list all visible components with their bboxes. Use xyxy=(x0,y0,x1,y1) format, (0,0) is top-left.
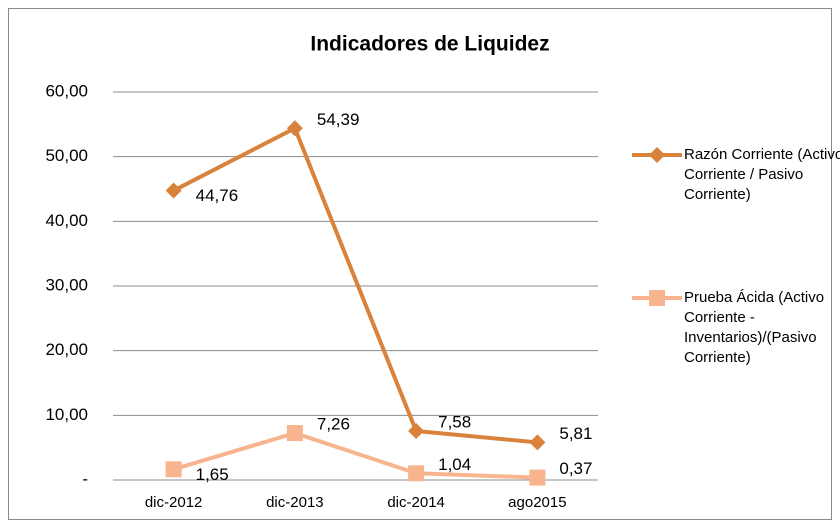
marker xyxy=(649,147,665,163)
series-line xyxy=(173,431,538,480)
data-label: 0,37 xyxy=(559,459,592,478)
chart-border xyxy=(8,8,832,520)
marker xyxy=(286,425,303,442)
y-tick-label: 10,00 xyxy=(45,405,88,424)
data-label: 7,58 xyxy=(438,412,471,431)
series-line xyxy=(172,126,538,445)
marker xyxy=(529,469,546,486)
y-tick-label: 30,00 xyxy=(45,275,88,294)
data-label: 5,81 xyxy=(559,424,592,443)
data-label: 44,76 xyxy=(196,186,239,205)
marker xyxy=(286,120,303,137)
data-label: 54,39 xyxy=(317,110,360,129)
marker xyxy=(408,465,425,482)
x-tick-label: dic-2012 xyxy=(145,494,203,511)
marker xyxy=(165,182,182,199)
marker xyxy=(529,434,546,451)
y-tick-label: 40,00 xyxy=(45,211,88,230)
chart-title: Indicadores de Liquidez xyxy=(310,33,549,56)
legend-label: Razón Corriente (Activo Corriente / Pasi… xyxy=(684,146,840,203)
data-label: 1,65 xyxy=(196,465,229,484)
y-tick-label: - xyxy=(82,469,88,488)
marker xyxy=(165,461,182,478)
x-tick-label: dic-2013 xyxy=(266,494,324,511)
marker xyxy=(408,422,425,439)
y-tick-label: 20,00 xyxy=(45,340,88,359)
data-label: 7,26 xyxy=(317,415,350,434)
data-label: 1,04 xyxy=(438,455,471,474)
x-tick-label: ago2015 xyxy=(508,494,566,511)
y-tick-label: 50,00 xyxy=(45,146,88,165)
x-tick-label: dic-2014 xyxy=(387,494,445,511)
y-tick-label: 60,00 xyxy=(45,81,88,100)
legend-label: Prueba Ácida (Activo Corriente - Inventa… xyxy=(684,289,825,366)
marker xyxy=(649,290,665,306)
